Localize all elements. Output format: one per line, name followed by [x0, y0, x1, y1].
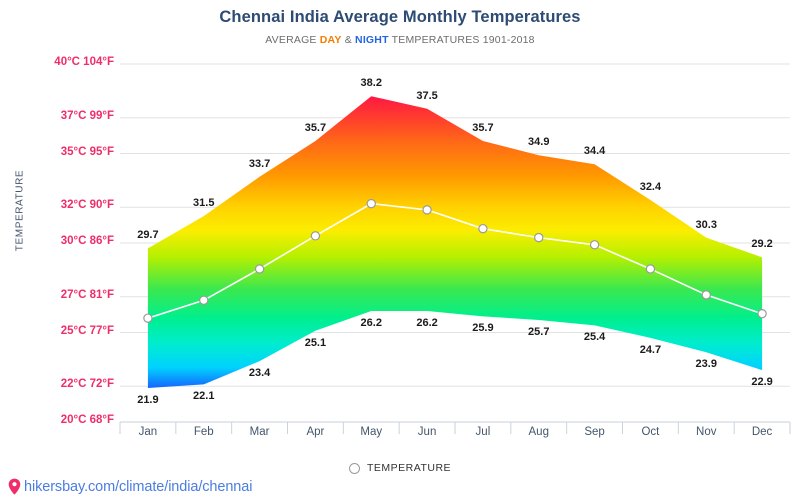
day-value-label-jun: 37.5 [416, 89, 438, 102]
subtitle-day: DAY [319, 34, 342, 46]
x-axis-tick-apr: Apr [306, 426, 325, 438]
circle-outline-icon [348, 462, 360, 474]
day-value-label-aug: 34.9 [528, 136, 550, 149]
day-value-label-jul: 35.7 [472, 121, 494, 134]
data-point-marker [254, 264, 265, 274]
data-point-marker [701, 290, 711, 300]
mean-temperature-line [147, 202, 763, 319]
y-axis-tick-4: 30°C 86°F [60, 235, 114, 247]
x-axis-tick-feb: Feb [193, 426, 214, 438]
night-value-label-aug: 25.7 [528, 325, 550, 338]
y-axis-tick-6: 25°C 77°F [60, 324, 114, 337]
x-axis-tick-mar: Mar [249, 426, 270, 438]
data-point-marker [757, 309, 767, 319]
data-point-marker [422, 205, 432, 215]
axis-lines [119, 421, 791, 434]
y-axis-tick-3: 32°C 90°F [60, 199, 114, 212]
subtitle-prefix: AVERAGE [265, 34, 320, 46]
night-value-label-dec: 22.9 [751, 376, 773, 389]
mean-temperature-markers [143, 198, 767, 323]
night-value-label-jul: 25.9 [472, 322, 494, 335]
chart-legend: TEMPERATURE [0, 462, 800, 474]
x-axis-tick-dec: Dec [751, 426, 773, 438]
subtitle-suffix: TEMPERATURES 1901-2018 [388, 34, 535, 46]
temperature-band [147, 96, 763, 388]
source-link-text: hikersbay.com/climate/india/chennai [24, 478, 253, 495]
data-point-marker [199, 295, 209, 305]
day-value-label-dec: 29.2 [751, 238, 773, 251]
source-watermark[interactable]: hikersbay.com/climate/india/chennai [8, 478, 252, 495]
x-axis-tick-labels: Jan Feb Mar Apr May Jun Jul Aug Sep Oct Nov Dec [120, 426, 790, 448]
night-value-label-nov: 23.9 [695, 358, 717, 371]
chart-subtitle: AVERAGE DAY & NIGHT TEMPERATURES 1901-20… [0, 34, 800, 46]
y-axis-tick-0: 40°C 104°F [54, 56, 114, 68]
day-value-label-sep: 34.4 [583, 145, 606, 158]
night-value-label-sep: 25.4 [583, 331, 606, 344]
x-axis-tick-aug: Aug [528, 426, 549, 438]
y-axis-tick-5: 27°C 81°F [60, 288, 114, 301]
data-point-marker [310, 231, 321, 241]
night-value-label-oct: 24.7 [639, 343, 662, 356]
map-pin-icon [8, 478, 21, 495]
y-axis-tick-labels: 40°C 104°F 37°C 99°F 35°C 95°F 32°C 90°F 30°… [0, 0, 114, 500]
night-value-label-jan: 21.9 [137, 393, 159, 406]
day-value-label-may: 38.2 [360, 77, 382, 90]
page-title: Chennai India Average Monthly Temperatur… [219, 8, 581, 26]
night-value-label-may: 26.2 [360, 317, 382, 330]
x-axis-tick-sep: Sep [584, 426, 605, 438]
day-value-label-apr: 35.7 [304, 121, 327, 134]
x-axis-tick-may: May [360, 426, 383, 438]
y-axis-tick-2: 35°C 95°F [60, 145, 114, 158]
data-point-marker [478, 223, 488, 234]
data-point-marker [589, 240, 600, 250]
x-axis-tick-nov: Nov [696, 426, 717, 438]
data-point-marker [366, 198, 376, 209]
night-value-label-jun: 26.2 [416, 317, 438, 330]
data-point-marker [534, 232, 544, 243]
legend-item-label: TEMPERATURE [366, 462, 452, 474]
day-value-label-mar: 33.7 [248, 157, 271, 170]
subtitle-night: NIGHT [355, 34, 389, 46]
day-value-label-nov: 30.3 [695, 218, 717, 231]
x-axis-tick-oct: Oct [641, 426, 660, 438]
night-value-label-mar: 23.4 [248, 367, 271, 380]
data-point-marker [645, 264, 656, 274]
night-value-label-apr: 25.1 [304, 336, 327, 349]
data-point-marker [143, 313, 153, 323]
night-value-label-feb: 22.1 [193, 390, 215, 403]
day-value-label-oct: 32.4 [639, 181, 662, 194]
x-axis-tick-jul: Jul [475, 426, 491, 438]
x-axis-tick-jun: Jun [417, 426, 437, 438]
y-axis-tick-1: 37°C 99°F [60, 109, 114, 122]
y-axis-tick-7: 22°C 72°F [60, 378, 114, 391]
subtitle-ampersand: & [341, 34, 356, 46]
day-value-label-jan: 29.7 [137, 229, 159, 242]
y-axis-tick-8: 20°C 68°F [60, 414, 114, 426]
day-value-label-feb: 31.5 [193, 197, 215, 210]
x-axis-tick-jan: Jan [138, 426, 158, 438]
